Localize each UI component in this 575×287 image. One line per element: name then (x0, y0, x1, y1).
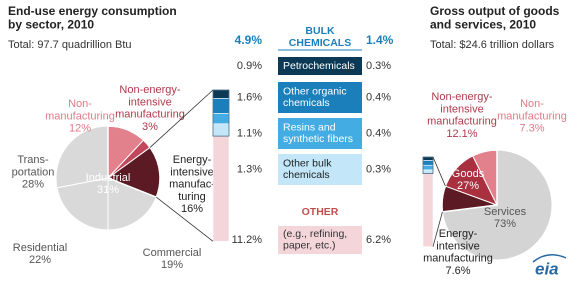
slice-value: 12% (69, 123, 91, 135)
slice-value: 7.3% (519, 123, 544, 135)
group-value: 27% (457, 180, 479, 192)
bulk-outline (212, 89, 230, 137)
slice-value: 19% (161, 259, 183, 271)
slice-label: Energy-intensive manufac-turing (169, 154, 215, 203)
value-label: 11.2% (232, 234, 263, 246)
slice-label: Non-energy-intensive manufacturing (427, 91, 497, 128)
breakdown-segment (422, 160, 434, 166)
category-box (278, 154, 362, 185)
right-subtitle: Total: $24.6 trillion dollars (430, 39, 555, 51)
slice-label: Non-manufacturing (45, 98, 115, 122)
category-label: Other organic chemicals (283, 85, 347, 109)
slice-label: Non-manufacturing (497, 98, 567, 122)
bulk-outline (422, 156, 434, 174)
right-title: Gross output of goods and services, 2010 (430, 4, 560, 31)
pie-slice (56, 177, 109, 231)
category-label: Petrochemicals (283, 60, 355, 72)
category-box (278, 118, 362, 149)
pie-slice (107, 177, 157, 231)
slice-label: Non-energy-intensive manufacturing (115, 84, 185, 121)
group-label: Goods (452, 168, 485, 180)
slice-label: Commercial (143, 247, 202, 259)
value-label: 6.2% (366, 234, 391, 246)
value-label: 0.3% (366, 60, 391, 72)
breakdown-segment (212, 123, 230, 137)
group-label: Industrial (86, 172, 131, 184)
pie-slice (55, 125, 109, 189)
value-label: 0.3% (366, 163, 391, 175)
category-box (278, 82, 362, 113)
left-title: End-use energy consumption by sector, 201… (8, 4, 177, 31)
left-subtitle: Total: 97.7 quadrillion Btu (8, 39, 132, 51)
connector (432, 156, 446, 187)
group-outline (441, 149, 498, 213)
breakdown-segment (422, 169, 434, 174)
section-title: BULK CHEMICALS (289, 25, 351, 49)
slice-value: 12.1% (446, 128, 477, 140)
slice-value: 7.6% (445, 265, 470, 277)
breakdown-segment (212, 113, 230, 125)
connector (156, 196, 214, 242)
value-label: 1.6% (237, 91, 262, 103)
slice-value: 73% (494, 218, 516, 230)
breakdown-segment (212, 89, 230, 99)
category-box (278, 226, 362, 254)
slice-label: Energy-intensive manufacturing (423, 228, 493, 265)
logo: eia (535, 259, 559, 278)
value-label: 0.9% (237, 60, 262, 72)
breakdown-segment (422, 173, 434, 247)
section-title: OTHER (302, 206, 339, 218)
category-label: (e.g., refining, paper, etc.) (283, 228, 347, 252)
subtotal: 1.4% (366, 33, 394, 47)
value-label: 0.4% (366, 91, 391, 103)
subtotal: 4.9% (235, 33, 263, 47)
breakdown-segment (212, 98, 230, 114)
connector (432, 211, 443, 247)
slice-value: 22% (29, 254, 51, 266)
slice-value: 16% (181, 203, 203, 215)
category-box (278, 57, 362, 75)
slice-value: 28% (22, 179, 44, 191)
category-label: Resins and synthetic fibers (283, 121, 353, 145)
value-label: 0.4% (366, 127, 391, 139)
slice-label: Trans-portation (12, 154, 55, 178)
connector (149, 89, 214, 148)
category-label: Other bulk chemicals (283, 157, 332, 181)
breakdown-segment (422, 164, 434, 171)
breakdown-segment (212, 135, 230, 242)
logo-swoosh (532, 254, 567, 263)
slice-label: Services (484, 206, 527, 218)
group-outline (107, 125, 161, 199)
slice-label: Residential (13, 242, 67, 254)
breakdown-segment (422, 156, 434, 161)
value-label: 1.3% (237, 163, 262, 175)
value-label: 1.1% (237, 127, 262, 139)
slice-value: 3% (142, 121, 158, 133)
group-value: 31% (97, 184, 119, 196)
